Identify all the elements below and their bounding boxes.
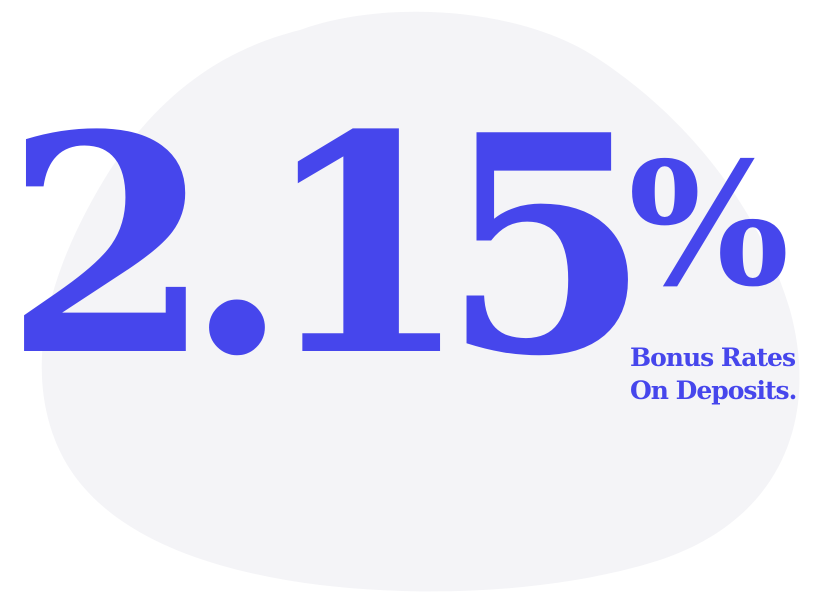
blob-shape <box>41 11 800 592</box>
caption-line-1: Bonus Rates <box>630 343 796 372</box>
caption-line-2: On Deposits. <box>630 376 797 405</box>
caption: Bonus Rates On Deposits. <box>630 341 797 407</box>
percent-sign: % <box>628 125 790 325</box>
rate-number: 2.15 <box>4 69 651 422</box>
